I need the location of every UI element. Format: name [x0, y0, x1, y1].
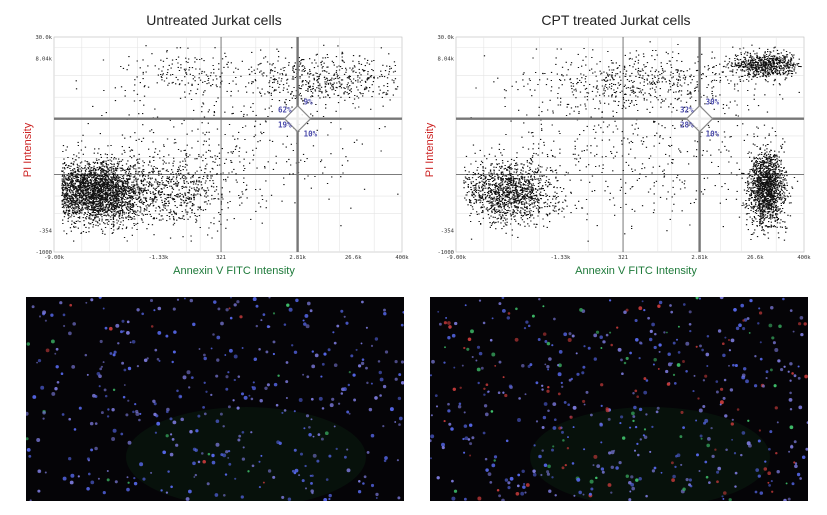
quadrant-label: 10% [304, 130, 318, 139]
x-tick-label: 400k [395, 255, 409, 261]
x-tick-label: 321 [618, 255, 628, 261]
scatter-series [61, 44, 399, 242]
scatter-plot-cpt: 30% 10% 28% 32% -9.00k -1.33k 321 2.81k 26.6k 400… [437, 35, 811, 261]
y-tick-label: 8.04k [437, 57, 454, 63]
micrograph-cpt [430, 297, 808, 501]
x-tick-label: 26.6k [747, 255, 764, 261]
grid [456, 37, 804, 252]
y-tick-label: -1000 [35, 250, 52, 256]
cell-nuclei [26, 297, 404, 501]
x-axis-label-untreated: Annexin V FITC Intensity [173, 265, 295, 277]
quadrant-label: 30% [706, 98, 720, 107]
quadrant-label: 9% [304, 98, 314, 107]
y-tick-label: -1000 [437, 250, 454, 256]
x-axis-label-cpt: Annexin V FITC Intensity [575, 265, 697, 277]
cell-nuclei [430, 297, 808, 501]
plot-area [455, 36, 805, 253]
y-tick-label: 30.0k [437, 35, 454, 41]
gate-handle[interactable] [685, 104, 714, 133]
x-tick-label: -1.33k [148, 255, 169, 261]
y-tick-label: -354 [441, 229, 455, 235]
x-tick-label: 400k [797, 255, 811, 261]
chart-title-cpt: CPT treated Jurkat cells [541, 12, 691, 28]
plot-panel-untreated: Untreated Jurkat cells 9% 10% 19% 62% -9.00k… [14, 0, 414, 290]
quadrant-label: 10% [706, 130, 720, 139]
gate-handle[interactable] [283, 104, 312, 133]
quadrant-label: 62% [278, 106, 292, 115]
x-tick-label: 2.81k [289, 255, 306, 261]
x-tick-label: -9.00k [446, 255, 467, 261]
y-axis-label-untreated: PI Intensity [22, 122, 34, 178]
y-tick-label: -354 [39, 229, 53, 235]
x-tick-label: 26.6k [345, 255, 362, 261]
y-axis-label-cpt: PI Intensity [424, 122, 436, 178]
scatter-plot-untreated: 9% 10% 19% 62% -9.00k -1.33k 321 2.81k 26.6k 400k… [35, 35, 409, 261]
quadrant-label: 28% [680, 121, 694, 130]
x-tick-label: 321 [216, 255, 226, 261]
plot-area [53, 36, 403, 253]
scatter-series [463, 41, 802, 242]
x-tick-label: 2.81k [691, 255, 708, 261]
quadrant-label: 19% [278, 121, 292, 130]
scatter-points [463, 41, 802, 242]
quadrant-label: 32% [680, 106, 694, 115]
x-tick-label: -1.33k [550, 255, 571, 261]
y-tick-label: 30.0k [35, 35, 52, 41]
chart-title-untreated: Untreated Jurkat cells [146, 12, 282, 28]
micrograph-untreated [26, 297, 404, 501]
y-tick-label: 8.04k [35, 57, 52, 63]
scatter-points [61, 44, 399, 242]
x-tick-label: -9.00k [44, 255, 65, 261]
plot-panel-cpt: CPT treated Jurkat cells 30% 10% 28% 32% -9.… [416, 0, 816, 290]
